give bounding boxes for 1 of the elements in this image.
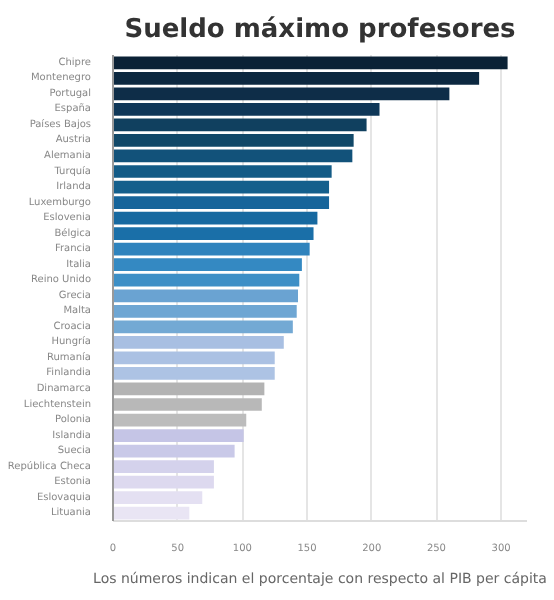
chart-title: Sueldo máximo profesores: [124, 15, 517, 45]
